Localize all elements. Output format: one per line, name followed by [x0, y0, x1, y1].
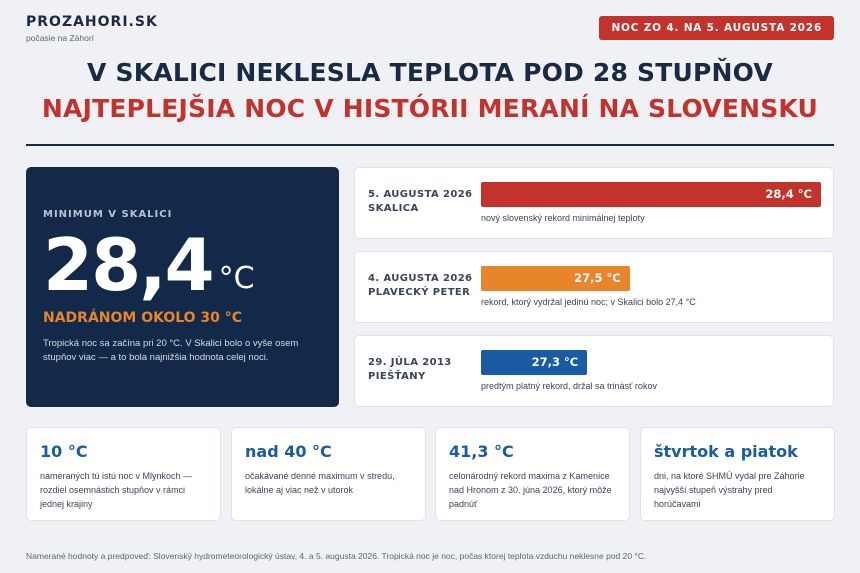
brand: PROZAHORI.SK počasie na Záhorí	[26, 14, 158, 43]
stat-card: nad 40 °C očakávané denné maximum v stre…	[231, 427, 426, 521]
date-badge: NOC ZO 4. NA 5. AUGUSTA 2026	[599, 16, 834, 40]
stat-card: 10 °C nameraných tú istú noc v Mlynkoch …	[26, 427, 221, 521]
hero-label: MINIMUM V SKALICI	[43, 209, 173, 220]
record-label: 4. AUGUSTA 2026 PLAVECKÝ PETER	[368, 272, 472, 300]
record-bar-track: 28,4 °C	[481, 182, 821, 207]
record-label: 29. JÚLA 2013 PIEŠŤANY	[368, 356, 452, 384]
record-description: rekord, ktorý vydržal jedinú noc; v Skal…	[481, 297, 696, 307]
hero-value-row: 28,4 °C	[43, 223, 322, 307]
record-description: nový slovenský rekord minimálnej teploty	[481, 213, 645, 223]
hero-unit: °C	[218, 261, 255, 296]
record-bar: 27,3 °C	[481, 350, 588, 375]
record-place: PLAVECKÝ PETER	[368, 287, 471, 298]
record-bar-track: 27,3 °C	[481, 350, 821, 375]
record-date: 4. AUGUSTA 2026	[368, 273, 473, 284]
hero-card: MINIMUM V SKALICI 28,4 °C NADRÁNOM OKOLO…	[26, 167, 339, 407]
record-bar: 27,5 °C	[481, 266, 630, 291]
record-place: SKALICA	[368, 203, 419, 214]
record-date: 5. AUGUSTA 2026	[368, 189, 473, 200]
stat-description: očakávané denné maximum v stredu, lokáln…	[245, 471, 395, 495]
record-bar: 28,4 °C	[481, 182, 821, 207]
hero-note: Tropická noc sa začína pri 20 °C. V Skal…	[43, 338, 299, 363]
stat-value: 41,3 °C	[449, 442, 514, 461]
stat-description: celonárodný rekord maxima z Kamenice nad…	[449, 471, 612, 509]
stat-value: 10 °C	[40, 442, 88, 461]
stat-card: štvrtok a piatok dni, na ktoré SHMÚ vyda…	[640, 427, 835, 521]
stat-description: nameraných tú istú noc v Mlynkoch — rozd…	[40, 471, 193, 509]
footer-source-note: Namerané hodnoty a predpoveď: Slovenský …	[26, 551, 647, 561]
record-label: 5. AUGUSTA 2026 SKALICA	[368, 188, 472, 216]
record-card: 5. AUGUSTA 2026 SKALICA 28,4 °C nový slo…	[354, 167, 834, 239]
stat-value: nad 40 °C	[245, 442, 332, 461]
record-bar-value: 27,5 °C	[574, 271, 621, 285]
hero-accent: NADRÁNOM OKOLO 30 °C	[43, 310, 243, 326]
stat-value: štvrtok a piatok	[654, 442, 798, 461]
stat-description: dni, na ktoré SHMÚ vydal pre Záhorie naj…	[654, 471, 805, 509]
headline-secondary: NAJTEPLEJŠIA NOC V HISTÓRII MERANÍ NA SL…	[41, 94, 819, 123]
record-card: 29. JÚLA 2013 PIEŠŤANY 27,3 °C predtým p…	[354, 335, 834, 407]
record-date: 29. JÚLA 2013	[368, 357, 452, 368]
record-bar-value: 28,4 °C	[765, 187, 812, 201]
record-description: predtým platný rekord, držal sa trinásť …	[481, 381, 657, 391]
record-bar-value: 27,3 °C	[531, 355, 579, 369]
record-card: 4. AUGUSTA 2026 PLAVECKÝ PETER 27,5 °C r…	[354, 251, 834, 323]
header-divider	[26, 144, 834, 146]
brand-name: PROZAHORI.SK	[26, 14, 158, 30]
headline-primary: V SKALICI NEKLESLA TEPLOTA POD 28 STUPŇO…	[87, 58, 773, 87]
hero-value: 28,4	[43, 223, 215, 307]
record-place: PIEŠŤANY	[368, 371, 426, 382]
stat-card: 41,3 °C celonárodný rekord maxima z Kame…	[435, 427, 630, 521]
record-bar-track: 27,5 °C	[481, 266, 821, 291]
brand-tagline: počasie na Záhorí	[26, 33, 95, 43]
